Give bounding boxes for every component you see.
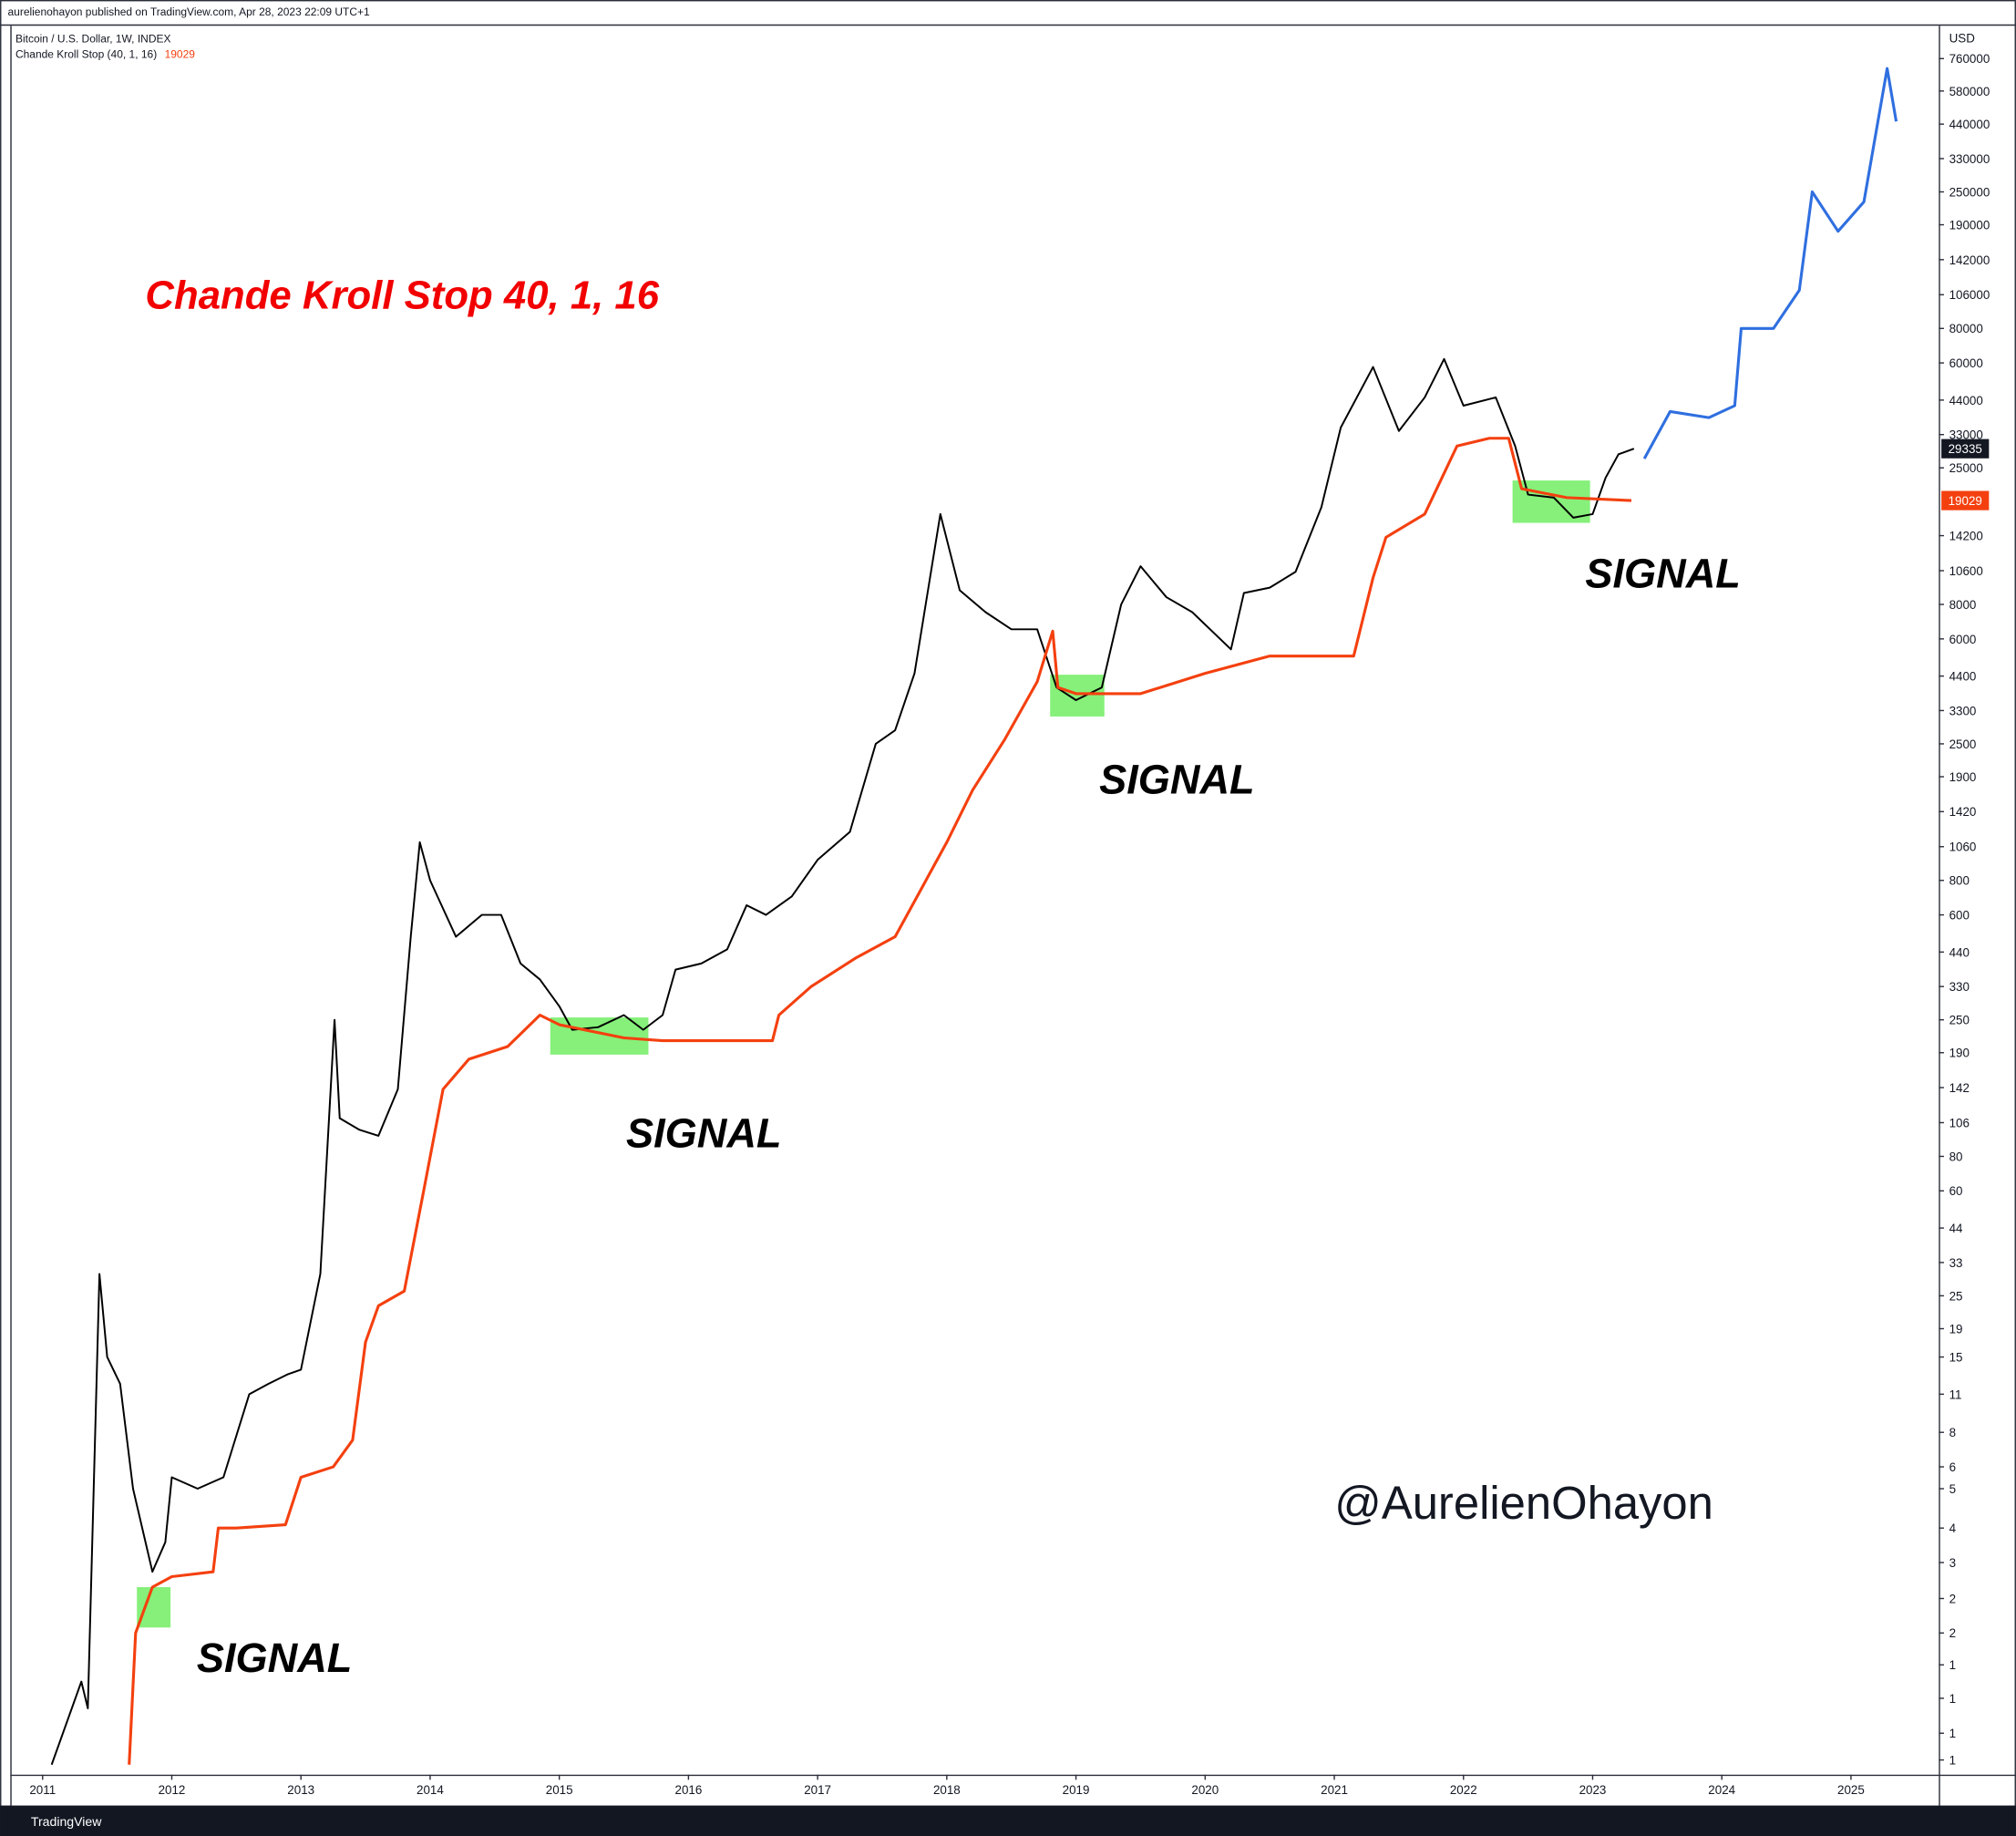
x-tick-label: 2018: [933, 1783, 961, 1797]
y-tick-label: 8000: [1949, 598, 1977, 612]
y-tick-label: 6000: [1949, 633, 1977, 646]
indicator-legend: Chande Kroll Stop (40, 1, 16): [15, 47, 157, 60]
x-tick-label: 2013: [287, 1783, 314, 1797]
symbol-legend: Bitcoin / U.S. Dollar, 1W, INDEX: [15, 33, 171, 46]
x-tick-label: 2021: [1321, 1783, 1348, 1797]
x-tick-label: 2016: [674, 1783, 702, 1797]
published-note: aurelienohayon published on TradingView.…: [8, 5, 371, 18]
x-tick-label: 2012: [159, 1783, 186, 1797]
y-tick-label: 14200: [1949, 530, 1983, 543]
x-tick-label: 2023: [1579, 1783, 1607, 1797]
y-tick-label: 600: [1949, 909, 1970, 923]
y-tick-label: 330000: [1949, 152, 1990, 166]
x-tick-label: 2024: [1708, 1783, 1735, 1797]
last-value-label: 29335: [1949, 442, 1982, 456]
y-tick-label: 580000: [1949, 85, 1990, 98]
series-line: [128, 437, 1632, 1765]
series-line: [1642, 67, 1898, 459]
y-tick-label: 60000: [1949, 356, 1983, 370]
y-tick-label: 6: [1949, 1460, 1956, 1474]
y-tick-label: 142000: [1949, 253, 1990, 267]
y-tick-label: 250: [1949, 1014, 1970, 1027]
x-tick-label: 2020: [1191, 1783, 1219, 1797]
footer-bar: [0, 1805, 2016, 1836]
y-tick-label: 4: [1949, 1521, 1957, 1535]
y-tick-label: 3300: [1949, 704, 1977, 717]
signal-highlight: [550, 1017, 649, 1055]
y-tick-label: 1: [1949, 1692, 1956, 1706]
signal-highlight: [1050, 675, 1105, 717]
currency-label: USD: [1949, 32, 1976, 46]
y-tick-label: 440: [1949, 945, 1970, 959]
y-tick-label: 142: [1949, 1081, 1970, 1095]
signal-annotation: SIGNAL: [1099, 756, 1254, 802]
plot-area: [50, 67, 1898, 1766]
y-tick-label: 1: [1949, 1727, 1956, 1740]
y-tick-label: 80: [1949, 1150, 1963, 1163]
x-tick-label: 2015: [546, 1783, 573, 1797]
x-tick-label: 2011: [29, 1783, 56, 1797]
y-tick-label: 3: [1949, 1556, 1956, 1570]
y-tick-label: 4400: [1949, 670, 1977, 684]
y-tick-label: 25000: [1949, 461, 1983, 475]
y-tick-label: 1: [1949, 1754, 1956, 1768]
y-tick-label: 44: [1949, 1222, 1963, 1235]
y-tick-label: 33: [1949, 1256, 1963, 1270]
y-tick-label: 760000: [1949, 52, 1990, 66]
x-tick-label: 2014: [417, 1783, 444, 1797]
y-tick-label: 80000: [1949, 322, 1983, 335]
y-tick-label: 10600: [1949, 564, 1983, 578]
signal-annotation: SIGNAL: [1585, 551, 1740, 597]
y-tick-label: 8: [1949, 1426, 1956, 1439]
x-tick-label: 2022: [1450, 1783, 1477, 1797]
y-tick-label: 106000: [1949, 288, 1990, 302]
y-tick-label: 2500: [1949, 737, 1977, 751]
y-tick-label: 106: [1949, 1116, 1970, 1129]
y-tick-label: 25: [1949, 1289, 1963, 1303]
chart-title: Chande Kroll Stop 40, 1, 16: [145, 273, 659, 318]
series-line: [50, 357, 1635, 1766]
watermark: @AurelienOhayon: [1334, 1477, 1713, 1529]
x-tick-label: 2019: [1063, 1783, 1090, 1797]
x-tick-label: 2025: [1837, 1783, 1865, 1797]
y-tick-label: 190000: [1949, 218, 1990, 232]
y-tick-label: 11: [1949, 1387, 1962, 1401]
x-tick-label: 2017: [804, 1783, 831, 1797]
y-tick-label: 19: [1949, 1322, 1963, 1336]
y-tick-label: 15: [1949, 1351, 1963, 1365]
y-tick-label: 330: [1949, 980, 1970, 994]
indicator-legend-value: 19029: [165, 47, 196, 60]
y-tick-label: 33000: [1949, 428, 1983, 442]
signal-highlight: [137, 1586, 171, 1628]
y-tick-label: 1: [1949, 1658, 1956, 1672]
y-tick-label: 1900: [1949, 770, 1977, 784]
y-tick-label: 2: [1949, 1592, 1956, 1605]
signal-annotation: SIGNAL: [626, 1109, 781, 1156]
y-tick-label: 250000: [1949, 185, 1990, 199]
y-tick-label: 5: [1949, 1482, 1956, 1496]
y-tick-label: 1060: [1949, 841, 1977, 854]
last-value-label: 19029: [1949, 494, 1982, 508]
y-tick-label: 800: [1949, 874, 1970, 888]
y-tick-label: 190: [1949, 1047, 1970, 1060]
signal-annotation: SIGNAL: [197, 1635, 352, 1681]
footer-brand: TradingView: [31, 1814, 102, 1829]
last-value-box: [1941, 438, 1990, 459]
y-tick-label: 440000: [1949, 118, 1990, 131]
y-tick-label: 60: [1949, 1184, 1963, 1198]
last-value-box: [1941, 490, 1990, 511]
y-tick-label: 2: [1949, 1626, 1956, 1640]
y-tick-label: 1420: [1949, 805, 1977, 819]
y-tick-label: 44000: [1949, 394, 1983, 407]
